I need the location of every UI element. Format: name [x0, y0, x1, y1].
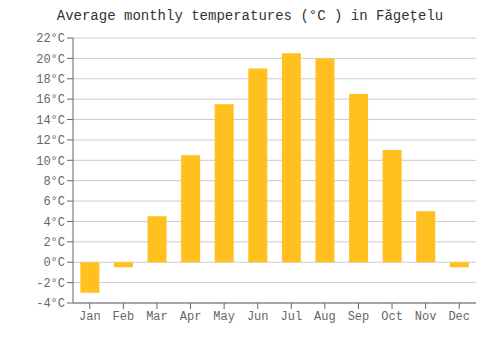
svg-text:6°C: 6°C [43, 195, 65, 209]
svg-text:10°C: 10°C [36, 155, 65, 169]
svg-text:12°C: 12°C [36, 134, 65, 148]
svg-text:Jun: Jun [247, 310, 269, 324]
svg-text:Mar: Mar [146, 310, 168, 324]
svg-text:Oct: Oct [381, 310, 403, 324]
svg-text:18°C: 18°C [36, 73, 65, 87]
svg-text:Feb: Feb [113, 310, 135, 324]
svg-text:20°C: 20°C [36, 53, 65, 67]
svg-text:2°C: 2°C [43, 236, 65, 250]
svg-text:22°C: 22°C [36, 32, 65, 46]
svg-text:0°C: 0°C [43, 256, 65, 270]
svg-text:-4°C: -4°C [36, 297, 65, 311]
svg-text:4°C: 4°C [43, 216, 65, 230]
svg-text:Aug: Aug [314, 310, 336, 324]
svg-text:16°C: 16°C [36, 93, 65, 107]
svg-text:-2°C: -2°C [36, 277, 65, 291]
svg-text:Dec: Dec [448, 310, 470, 324]
svg-text:May: May [213, 310, 235, 324]
svg-text:8°C: 8°C [43, 175, 65, 189]
svg-text:Jan: Jan [79, 310, 101, 324]
svg-text:Apr: Apr [180, 310, 202, 324]
svg-text:Sep: Sep [348, 310, 370, 324]
html-text:Average monthly temperatures (: Average monthly temperatures (°C ) in Fă… [56, 8, 444, 24]
svg-text:14°C: 14°C [36, 114, 65, 128]
svg-text:Jul: Jul [280, 310, 302, 324]
svg-text:Nov: Nov [415, 310, 437, 324]
